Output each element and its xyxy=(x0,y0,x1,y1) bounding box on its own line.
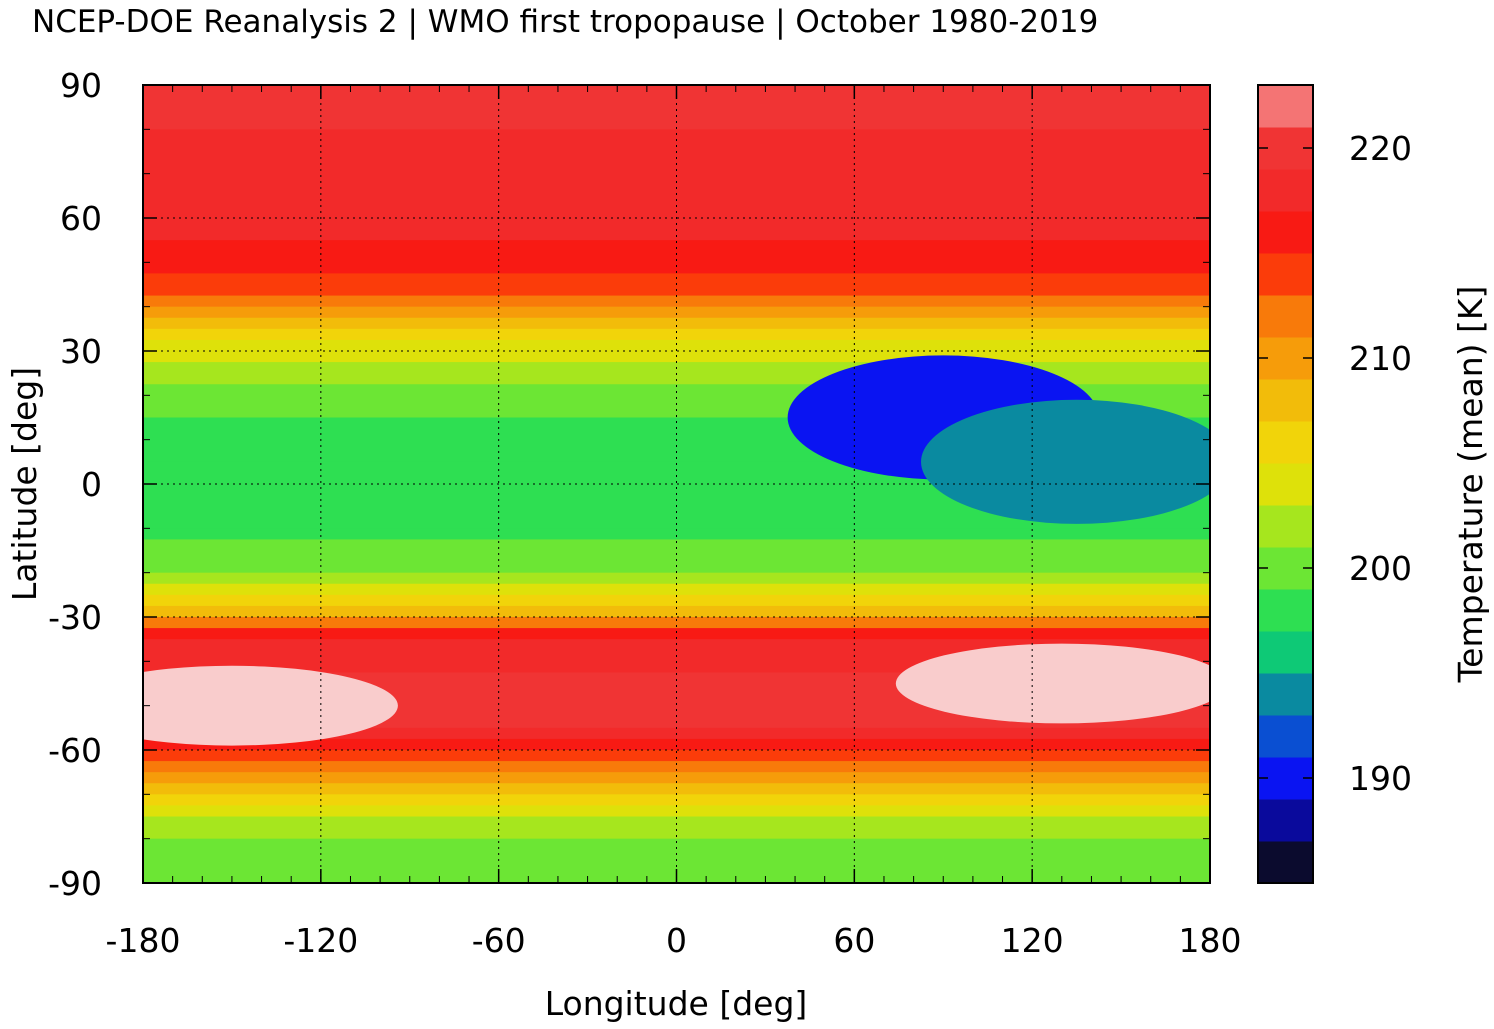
temperature-anomaly xyxy=(921,399,1210,524)
y-tick-label: 60 xyxy=(60,199,102,238)
temperature-band xyxy=(143,472,1210,485)
temperature-band xyxy=(143,339,1210,352)
y-tick-label: 30 xyxy=(60,332,102,371)
temperature-band xyxy=(143,694,1210,707)
colorbar-tick-label: 200 xyxy=(1349,549,1412,588)
temperature-band xyxy=(143,184,1210,197)
temperature-band xyxy=(143,484,1210,496)
colorbar-swatch xyxy=(1258,631,1313,674)
y-tick-label: 0 xyxy=(81,465,102,504)
temperature-band xyxy=(143,561,1210,574)
temperature-features xyxy=(143,355,1210,746)
x-tick-label: -60 xyxy=(472,921,526,960)
colorbar-swatch xyxy=(1258,715,1313,758)
temperature-band xyxy=(143,672,1210,685)
colorbar-tick-label: 220 xyxy=(1349,129,1412,168)
colorbar-swatch xyxy=(1258,211,1313,254)
temperature-anomaly xyxy=(143,665,398,746)
colorbar-swatch xyxy=(1258,799,1313,842)
colorbar-swatch xyxy=(1258,85,1313,128)
colorbar-frame xyxy=(1257,84,1314,884)
x-tick-label: -120 xyxy=(283,921,358,960)
colorbar-swatch xyxy=(1258,589,1313,632)
temperature-band xyxy=(143,705,1210,718)
temperature-anomaly xyxy=(895,643,1210,724)
colorbar-swatch xyxy=(1258,841,1313,884)
temperature-band xyxy=(143,306,1210,319)
temperature-band xyxy=(143,273,1210,286)
y-tick-label: 90 xyxy=(60,66,102,105)
temperature-band xyxy=(143,406,1210,419)
colorbar-swatch xyxy=(1258,379,1313,422)
plot-area xyxy=(143,85,1210,883)
temperature-band xyxy=(143,594,1210,607)
colorbar-tick-label: 210 xyxy=(1349,339,1412,378)
temperature-band xyxy=(143,96,1210,108)
colorbar-title: Temperature (mean) [K] xyxy=(1451,286,1490,684)
temperature-band xyxy=(143,849,1210,862)
x-tick-label: 0 xyxy=(666,921,687,960)
colorbar-tick-label: 190 xyxy=(1349,759,1412,798)
temperature-band xyxy=(143,827,1210,840)
temperature-band xyxy=(143,162,1210,175)
temperature-band xyxy=(143,328,1210,341)
temperature-band xyxy=(143,816,1210,829)
y-tick-label: -90 xyxy=(48,864,102,903)
temperature-band xyxy=(143,317,1210,330)
colorbar-swatch xyxy=(1258,463,1313,506)
colorbar-swatch xyxy=(1258,421,1313,464)
y-tick-label: -30 xyxy=(48,598,102,637)
temperature-band xyxy=(143,195,1210,208)
colorbar-swatch xyxy=(1258,505,1313,548)
chart-title: NCEP-DOE Reanalysis 2 | WMO first tropop… xyxy=(32,4,1098,40)
temperature-band xyxy=(143,539,1210,552)
temperature-band xyxy=(143,838,1210,851)
temperature-band xyxy=(143,639,1210,651)
temperature-band xyxy=(143,229,1210,241)
x-tick-label: 120 xyxy=(1001,921,1064,960)
temperature-band xyxy=(143,750,1210,762)
grid-lines xyxy=(143,85,1210,883)
x-tick-label: 180 xyxy=(1179,921,1242,960)
colorbar-swatch xyxy=(1258,673,1313,716)
x-tick-label: 60 xyxy=(833,921,875,960)
temperature-band xyxy=(143,129,1210,142)
temperature-band xyxy=(143,251,1210,263)
x-axis: -180 -120 -60 0 60 120 180 xyxy=(106,85,1242,960)
colorbar-swatch xyxy=(1258,169,1313,212)
colorbar-swatch xyxy=(1258,253,1313,296)
temperature-band xyxy=(143,107,1210,119)
temperature-band xyxy=(143,384,1210,396)
temperature-band xyxy=(143,783,1210,795)
y-tick-label: -60 xyxy=(48,731,102,770)
temperature-band xyxy=(143,550,1210,563)
temperature-band xyxy=(143,395,1210,408)
temperature-band xyxy=(143,528,1210,541)
temperature-band xyxy=(143,461,1210,474)
temperature-band xyxy=(143,761,1210,773)
colorbar-swatch xyxy=(1258,295,1313,338)
temperature-band xyxy=(143,173,1210,186)
colorbar: 220 210 200 190 xyxy=(1257,84,1412,884)
temperature-band xyxy=(143,772,1210,784)
temperature-band xyxy=(143,738,1210,751)
temperature-band xyxy=(143,118,1210,130)
x-axis-title: Longitude [deg] xyxy=(545,984,808,1023)
temperature-band xyxy=(143,628,1210,640)
temperature-band xyxy=(143,450,1210,463)
x-tick-label: -180 xyxy=(106,921,181,960)
y-axis-title: Latitude [deg] xyxy=(5,367,44,601)
temperature-band xyxy=(143,683,1210,696)
temperature-band xyxy=(143,240,1210,252)
y-axis: 90 60 30 0 -30 -60 -90 xyxy=(48,66,1210,903)
temperature-band xyxy=(143,417,1210,430)
temperature-band xyxy=(143,617,1210,629)
temperature-band xyxy=(143,262,1210,275)
temperature-band xyxy=(143,605,1210,618)
